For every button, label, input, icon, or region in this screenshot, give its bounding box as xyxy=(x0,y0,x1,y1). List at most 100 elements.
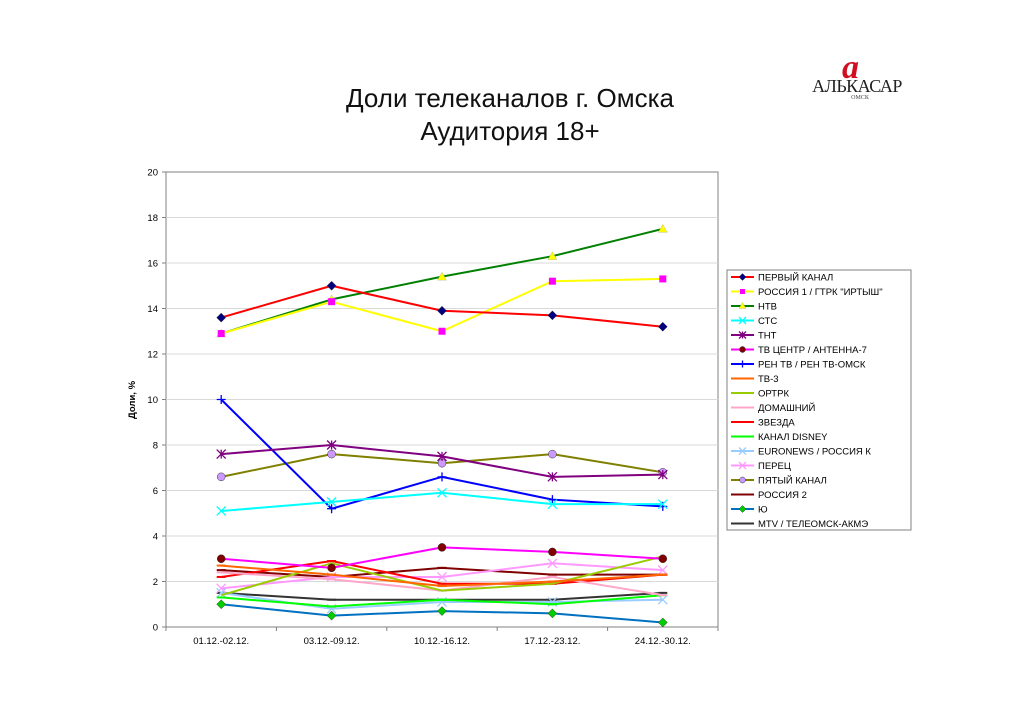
data-point xyxy=(739,346,746,353)
logo-wordmark: АЛЬКАСАР xyxy=(812,76,902,96)
legend-label: НТВ xyxy=(758,302,777,313)
data-point xyxy=(547,499,558,510)
series-lines xyxy=(216,224,668,628)
data-point xyxy=(328,298,336,306)
series-0 xyxy=(216,280,668,332)
data-point xyxy=(739,476,746,484)
legend-item: ЗВЕЗДА xyxy=(731,418,795,429)
x-axis-ticks: 01.12.-02.12. 03.12.-09.12. 10.12.-16.12. 1… xyxy=(165,627,719,647)
data-point xyxy=(657,499,668,510)
data-point xyxy=(437,606,447,616)
legend-item: СТС xyxy=(731,316,777,327)
gridlines xyxy=(166,217,718,582)
legend-item: EURONEWS / РОССИЯ К xyxy=(731,447,871,458)
legend-item: РЕН ТВ / РЕН ТВ-ОМСК xyxy=(731,360,866,371)
data-point xyxy=(547,558,558,569)
legend-item: РОССИЯ 2 xyxy=(731,490,807,501)
y-tick-label: 16 xyxy=(147,259,158,270)
legend-label: КАНАЛ DISNEY xyxy=(758,432,828,443)
legend-item: ПЯТЫЙ КАНАЛ xyxy=(731,475,827,487)
legend-item: КАНАЛ DISNEY xyxy=(731,432,828,443)
data-point xyxy=(216,312,227,323)
data-point xyxy=(738,302,747,309)
y-tick-label: 2 xyxy=(153,577,158,588)
y-tick-label: 10 xyxy=(147,395,158,406)
data-point xyxy=(657,594,668,605)
data-point xyxy=(437,271,447,281)
data-point xyxy=(738,273,747,281)
data-point xyxy=(738,447,747,455)
data-point xyxy=(547,471,558,482)
series-16 xyxy=(216,599,668,628)
data-point xyxy=(659,275,667,283)
y-tick-label: 12 xyxy=(147,350,158,361)
data-point xyxy=(216,395,226,404)
data-point xyxy=(547,310,558,321)
data-point xyxy=(548,547,557,557)
y-tick-label: 0 xyxy=(153,623,158,634)
legend-item: ТВ-3 xyxy=(731,374,779,385)
data-point xyxy=(437,571,447,582)
logo-city: ОМСК xyxy=(851,95,869,101)
legend-label: ПЕРЕЦ xyxy=(758,461,791,472)
legend-label: ТВ ЦЕНТР / АНТЕННА-7 xyxy=(758,345,867,356)
legend-item: ОРТРК xyxy=(731,389,789,400)
series-4 xyxy=(216,440,668,482)
legend-label: РОССИЯ 1 / ГТРК "ИРТЫШ" xyxy=(758,287,883,298)
x-tick-label: 03.12.-09.12. xyxy=(304,636,360,647)
legend-item: ДОМАШНИЙ xyxy=(731,402,815,414)
data-point xyxy=(327,504,337,514)
series-7 xyxy=(216,564,668,588)
y-tick-label: 4 xyxy=(153,532,158,543)
legend-label: СТС xyxy=(758,316,777,327)
data-point xyxy=(657,469,668,480)
data-point xyxy=(738,461,747,470)
y-axis-ticks: 0 2 4 6 8 10 12 14 16 18 20 xyxy=(147,168,166,634)
data-point xyxy=(437,305,447,316)
data-point xyxy=(326,280,337,291)
legend-box xyxy=(726,269,912,531)
legend-item: НТВ xyxy=(731,302,777,313)
legend-item: ПЕРЕЦ xyxy=(731,461,791,472)
y-tick-label: 20 xyxy=(147,168,158,179)
legend-item: MTV / ТЕЛЕОМСК-АКМЭ xyxy=(731,519,868,530)
data-point xyxy=(216,449,227,460)
data-point xyxy=(657,617,668,628)
alkasar-logo: a АЛЬКАСАР ОМСК xyxy=(812,50,902,104)
series-13 xyxy=(216,558,668,594)
data-point xyxy=(216,599,227,610)
data-point xyxy=(216,583,227,594)
data-point xyxy=(547,251,558,260)
data-point xyxy=(216,472,226,482)
chart-title: Доли телеканалов г. Омска xyxy=(346,83,674,113)
legend-label: MTV / ТЕЛЕОМСК-АКМЭ xyxy=(758,519,868,530)
legend-item: ТВ ЦЕНТР / АНТЕННА-7 xyxy=(731,345,867,356)
data-point xyxy=(658,554,668,563)
y-tick-label: 8 xyxy=(153,441,158,452)
y-tick-label: 6 xyxy=(153,486,158,497)
data-point xyxy=(547,495,557,505)
data-point xyxy=(437,451,447,462)
data-point xyxy=(327,563,336,573)
data-point xyxy=(437,543,447,552)
data-point xyxy=(437,472,447,482)
svg-text:a: a xyxy=(842,50,859,80)
data-point xyxy=(216,554,226,563)
legend-item: Ю xyxy=(731,505,768,516)
legend-label: ЗВЕЗДА xyxy=(758,418,795,429)
x-tick-label: 01.12.-02.12. xyxy=(193,636,249,647)
legend-label: Ю xyxy=(758,505,768,516)
data-point xyxy=(739,360,746,368)
data-point xyxy=(438,327,446,335)
data-point xyxy=(216,506,227,516)
legend-item: ПЕРВЫЙ КАНАЛ xyxy=(731,272,833,284)
data-point xyxy=(740,289,745,294)
data-point xyxy=(437,487,447,498)
data-point xyxy=(326,610,337,621)
data-point xyxy=(658,224,668,233)
legend-label: ОРТРК xyxy=(758,389,789,400)
series-14 xyxy=(216,449,668,482)
data-point xyxy=(738,505,747,513)
series-8 xyxy=(220,555,664,597)
